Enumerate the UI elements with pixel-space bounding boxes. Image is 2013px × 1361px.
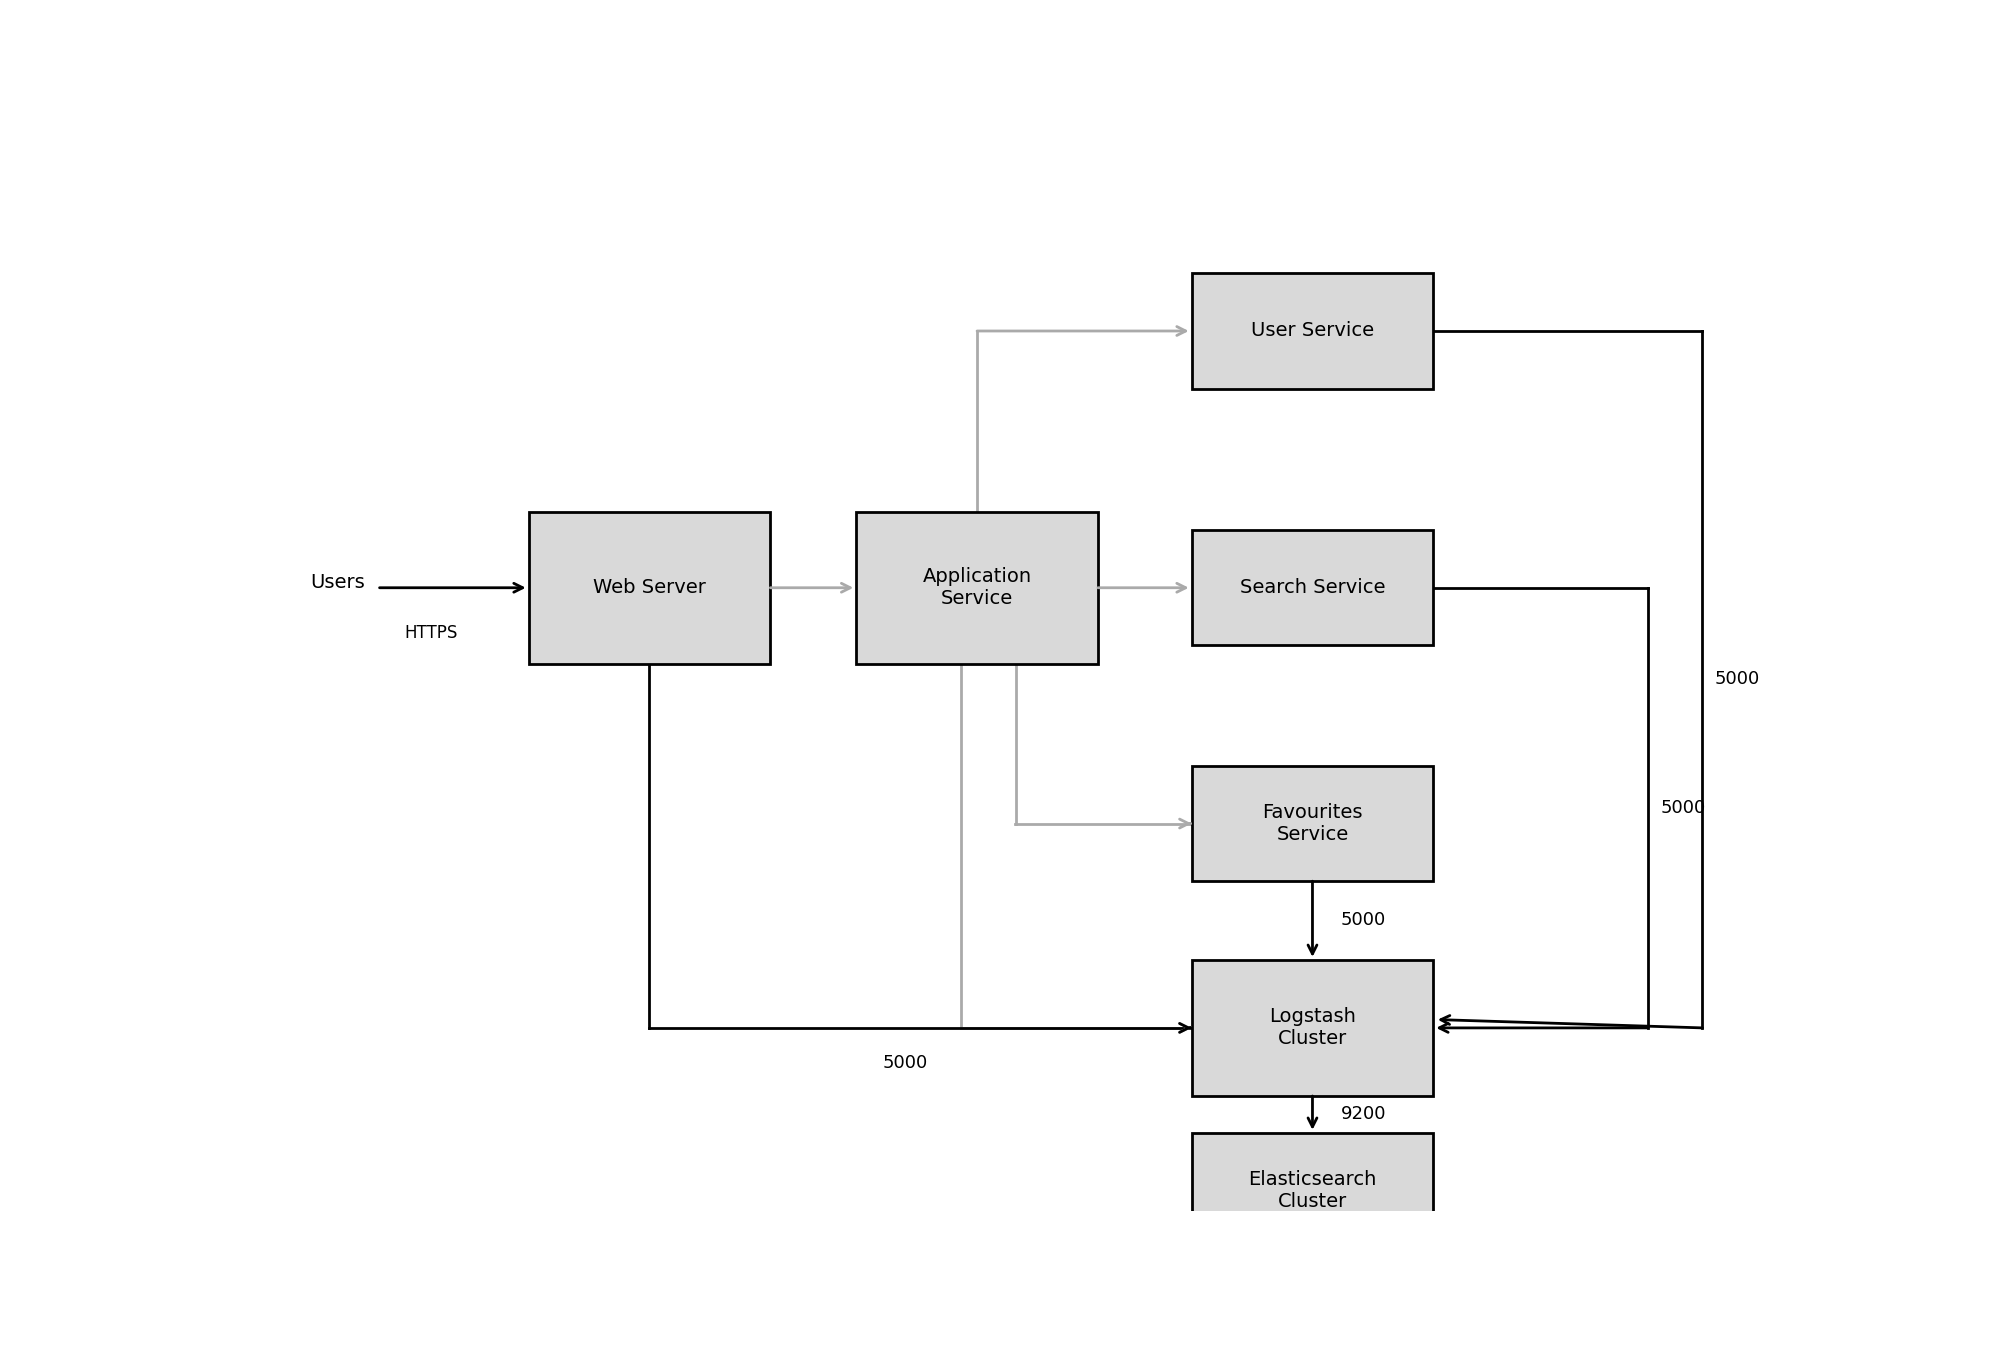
FancyBboxPatch shape [1192,531,1433,645]
FancyBboxPatch shape [1192,960,1433,1096]
Text: 9200: 9200 [1341,1105,1387,1123]
Text: 5000: 5000 [1715,671,1759,689]
FancyBboxPatch shape [1192,274,1433,389]
FancyBboxPatch shape [529,512,771,664]
Text: Users: Users [310,573,364,592]
Text: 5000: 5000 [1341,912,1385,930]
Text: Search Service: Search Service [1240,578,1385,597]
FancyBboxPatch shape [856,512,1097,664]
Text: User Service: User Service [1250,321,1375,340]
FancyBboxPatch shape [1192,766,1433,881]
Text: Application
Service: Application Service [922,568,1031,608]
Text: 5000: 5000 [882,1055,928,1072]
Text: Web Server: Web Server [594,578,707,597]
Text: Logstash
Cluster: Logstash Cluster [1268,1007,1357,1048]
Text: HTTPS: HTTPS [405,623,457,642]
Text: 5000: 5000 [1661,799,1705,817]
Text: Elasticsearch
Cluster: Elasticsearch Cluster [1248,1170,1377,1211]
Text: Favourites
Service: Favourites Service [1262,803,1363,844]
FancyBboxPatch shape [1192,1132,1433,1248]
